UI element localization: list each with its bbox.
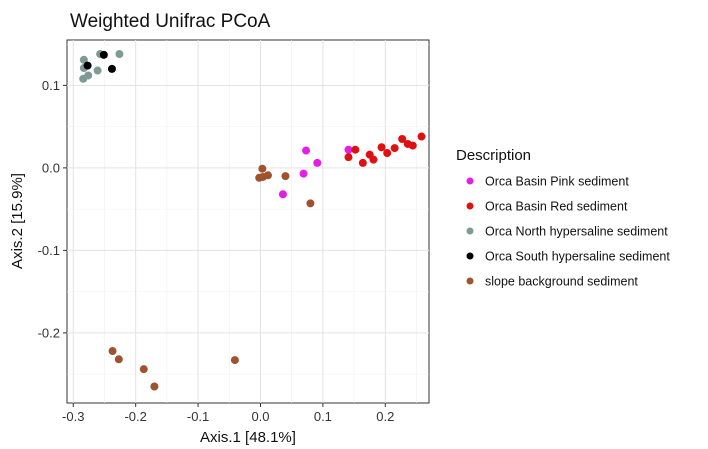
data-point bbox=[281, 172, 290, 181]
data-point bbox=[369, 155, 378, 164]
data-point bbox=[351, 145, 360, 154]
data-point bbox=[230, 356, 239, 365]
legend-key bbox=[466, 227, 474, 235]
data-point bbox=[108, 347, 117, 356]
legend-items: Orca Basin Pink sediment Orca Basin Red s… bbox=[466, 175, 670, 289]
y-tick-label: -0.1 bbox=[38, 243, 60, 258]
data-point bbox=[83, 61, 92, 70]
y-tick-label: 0.1 bbox=[42, 78, 60, 93]
data-point bbox=[115, 50, 124, 59]
data-point bbox=[377, 143, 386, 152]
data-point bbox=[417, 132, 426, 141]
data-point bbox=[84, 71, 93, 80]
data-point bbox=[278, 190, 287, 199]
x-tick-label: 0.0 bbox=[251, 409, 269, 424]
x-tick-label: -0.3 bbox=[62, 409, 84, 424]
data-point bbox=[93, 66, 102, 75]
y-tick-label: 0.0 bbox=[42, 160, 60, 175]
data-point bbox=[150, 382, 159, 391]
data-point bbox=[299, 169, 308, 178]
data-point bbox=[383, 149, 392, 158]
data-point bbox=[313, 158, 322, 167]
legend-key bbox=[466, 177, 474, 185]
data-point bbox=[258, 164, 267, 173]
chart-title: Weighted Unifrac PCoA bbox=[70, 11, 271, 32]
axis-ticks: -0.3 -0.2 -0.1 0.0 0.1 0.2 -0.2 -0.1 0.0 0.1 bbox=[38, 78, 395, 424]
data-point bbox=[398, 135, 407, 143]
gridlines bbox=[67, 40, 429, 403]
data-point bbox=[263, 171, 272, 180]
x-tick-label: 0.2 bbox=[376, 409, 394, 424]
legend-label: Orca South hypersaline sediment bbox=[485, 250, 670, 264]
x-tick-label: -0.2 bbox=[124, 409, 146, 424]
data-point bbox=[344, 145, 353, 154]
plot-panel bbox=[66, 39, 430, 404]
data-point bbox=[79, 55, 88, 64]
legend-label: Orca North hypersaline sediment bbox=[485, 225, 668, 239]
legend-key bbox=[466, 202, 474, 210]
data-point bbox=[390, 144, 399, 153]
data-point bbox=[408, 141, 417, 150]
y-axis-title: Axis.2 [15.9%] bbox=[9, 173, 26, 269]
legend-label: Orca Basin Pink sediment bbox=[485, 175, 629, 189]
data-point bbox=[107, 64, 116, 73]
x-tick-label: 0.1 bbox=[314, 409, 332, 424]
data-point bbox=[114, 355, 123, 364]
data-point bbox=[344, 153, 353, 162]
x-tick-label: -0.1 bbox=[187, 409, 209, 424]
legend-label: Orca Basin Red sediment bbox=[485, 200, 628, 214]
legend-title: Description bbox=[456, 147, 531, 164]
legend-label: slope background sediment bbox=[485, 275, 638, 289]
data-point bbox=[255, 173, 264, 182]
data-point bbox=[302, 146, 311, 155]
legend-key bbox=[466, 252, 474, 260]
data-point bbox=[306, 199, 315, 208]
x-axis-title: Axis.1 [48.1%] bbox=[200, 429, 296, 446]
legend: Description Orca Basin Pink sedimentOrca… bbox=[456, 147, 670, 289]
y-tick-label: -0.2 bbox=[38, 325, 60, 340]
legend-key bbox=[466, 277, 474, 285]
data-point bbox=[139, 365, 148, 374]
data-point bbox=[99, 50, 108, 59]
data-points bbox=[79, 50, 426, 391]
data-point bbox=[358, 158, 367, 167]
